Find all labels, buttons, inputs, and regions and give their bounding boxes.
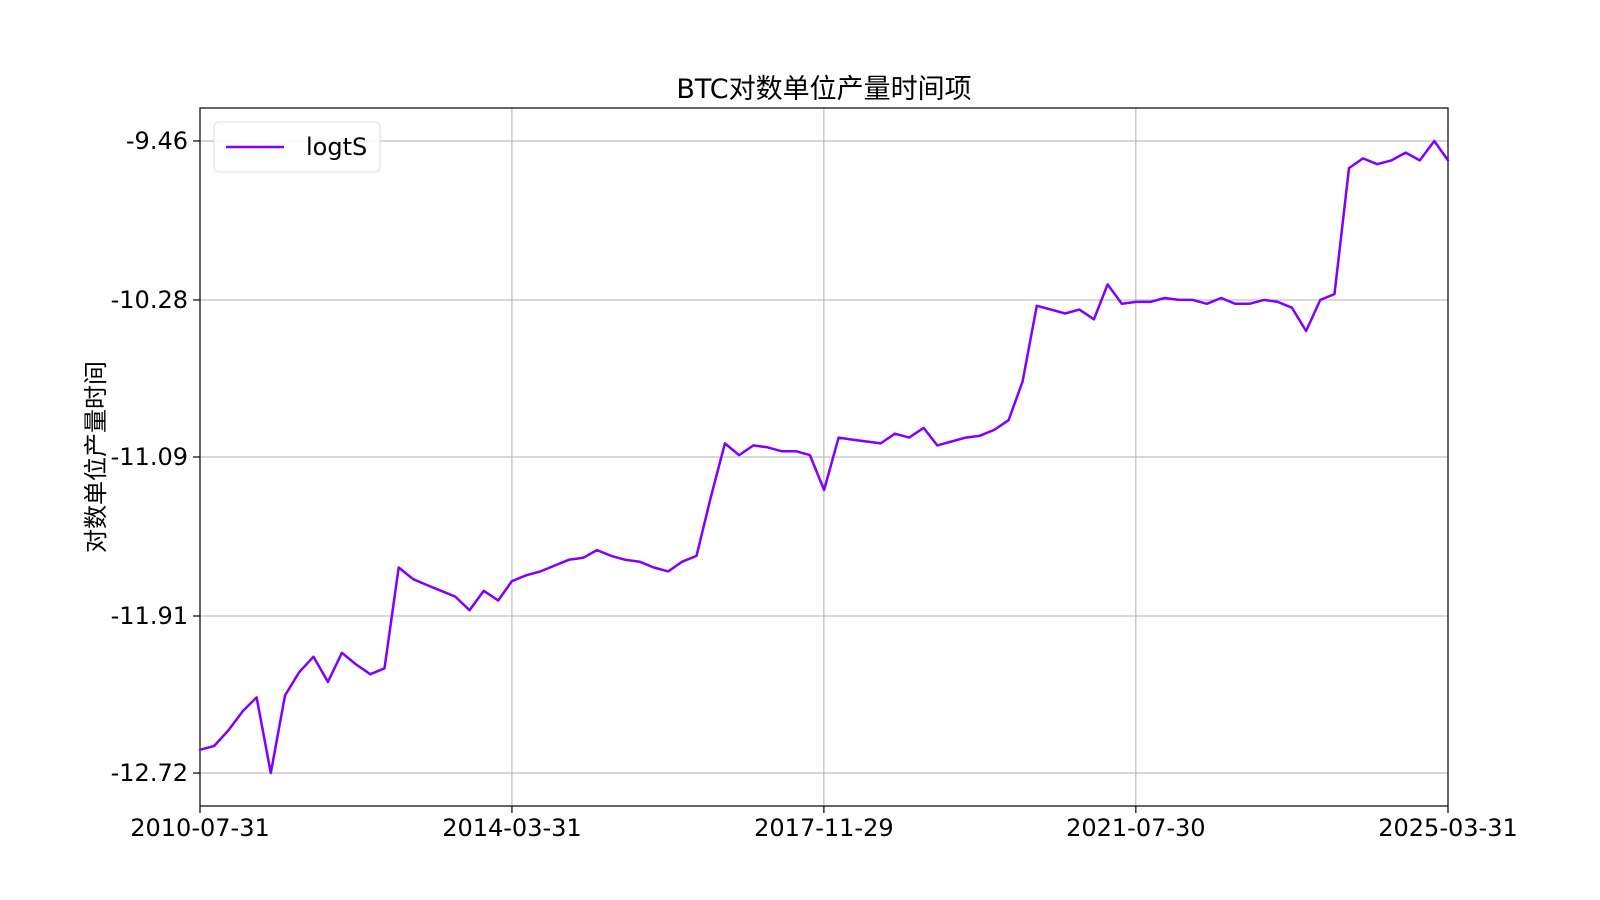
legend-box	[213, 121, 381, 173]
series-layer	[198, 139, 1450, 775]
x-tick-label: 2010-07-31	[130, 814, 269, 842]
x-tick-label: 2021-07-30	[1066, 814, 1205, 842]
y-tick-label: -11.91	[111, 602, 188, 630]
chart-title: BTC对数单位产量时间项	[676, 74, 971, 105]
y-tick-label: -9.46	[126, 127, 188, 155]
x-tick-label: 2014-03-31	[442, 814, 581, 842]
series-line-logtS	[198, 139, 1450, 775]
legend-label-logtS: logtS	[306, 133, 367, 161]
x-tick-label: 2017-11-29	[754, 814, 893, 842]
y-tick-label: -12.72	[111, 759, 188, 787]
legend: logtS	[213, 121, 381, 173]
axis-ticks: 2010-07-31 2014-03-31 2017-11-29 2021-07-30…	[111, 127, 1518, 842]
y-tick-label: -10.28	[111, 286, 188, 314]
y-tick-label: -11.09	[111, 443, 188, 471]
x-tick-label: 2025-03-31	[1378, 814, 1517, 842]
gridlines	[199, 108, 1449, 806]
y-axis-label: 对数单位产量时间	[82, 361, 110, 553]
